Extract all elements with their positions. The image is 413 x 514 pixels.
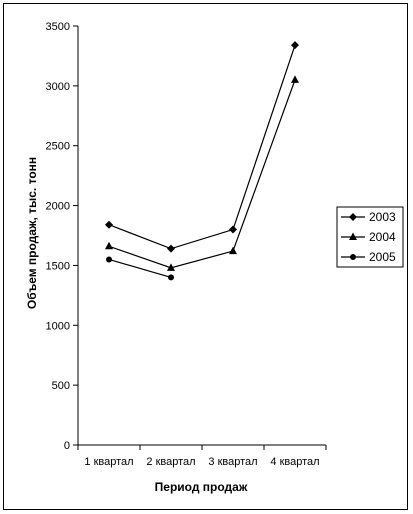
x-tick-label: 2 квартал (146, 456, 195, 468)
data-point-2004 (229, 246, 237, 255)
series-lines (105, 41, 299, 281)
y-tick-label: 3500 (46, 21, 70, 33)
y-tick-label: 1000 (46, 320, 70, 332)
x-axis-title: Период продаж (155, 480, 248, 494)
data-point-2003 (291, 41, 299, 50)
series-line-2004 (108, 79, 296, 269)
y-tick-label: 2500 (46, 141, 70, 153)
series-2004 (105, 75, 299, 271)
series-2003 (105, 41, 299, 253)
legend-marker-2003 (349, 213, 357, 221)
x-tick-label: 1 квартал (84, 456, 133, 468)
data-point-2004 (291, 75, 299, 83)
y-tick-label: 500 (52, 380, 70, 392)
series-line-2003 (108, 44, 296, 250)
data-point-2003 (105, 220, 113, 229)
legend: 2003 2004 2005 (336, 206, 404, 268)
series-line-2005 (108, 258, 172, 278)
x-tick-label: 4 квартал (270, 456, 319, 468)
data-point-2003 (167, 244, 175, 253)
y-axis-title: Объем продаж, тыс. тонн (25, 157, 39, 309)
y-tick-label: 1500 (46, 260, 70, 272)
legend-label-2003: 2003 (369, 210, 396, 224)
legend-marker-2005 (350, 254, 356, 260)
x-tick-label: 3 квартал (208, 456, 257, 468)
legend-marker-2004 (349, 232, 357, 240)
y-axis: 0 500 1000 1500 2000 2500 3000 3500 (46, 21, 79, 452)
x-axis: 1 квартал 2 квартал 3 квартал 4 квартал (77, 444, 327, 468)
data-point-2003 (229, 225, 237, 234)
data-point-2004 (167, 263, 175, 271)
series-2005 (106, 256, 174, 281)
data-point-2004 (105, 241, 113, 250)
y-tick-label: 0 (64, 440, 70, 452)
y-tick-label: 3000 (46, 81, 70, 93)
data-point-2005 (168, 274, 174, 281)
legend-label-2005: 2005 (369, 250, 396, 264)
legend-label-2004: 2004 (369, 230, 396, 244)
data-point-2005 (106, 256, 112, 263)
y-tick-label: 2000 (46, 201, 70, 213)
